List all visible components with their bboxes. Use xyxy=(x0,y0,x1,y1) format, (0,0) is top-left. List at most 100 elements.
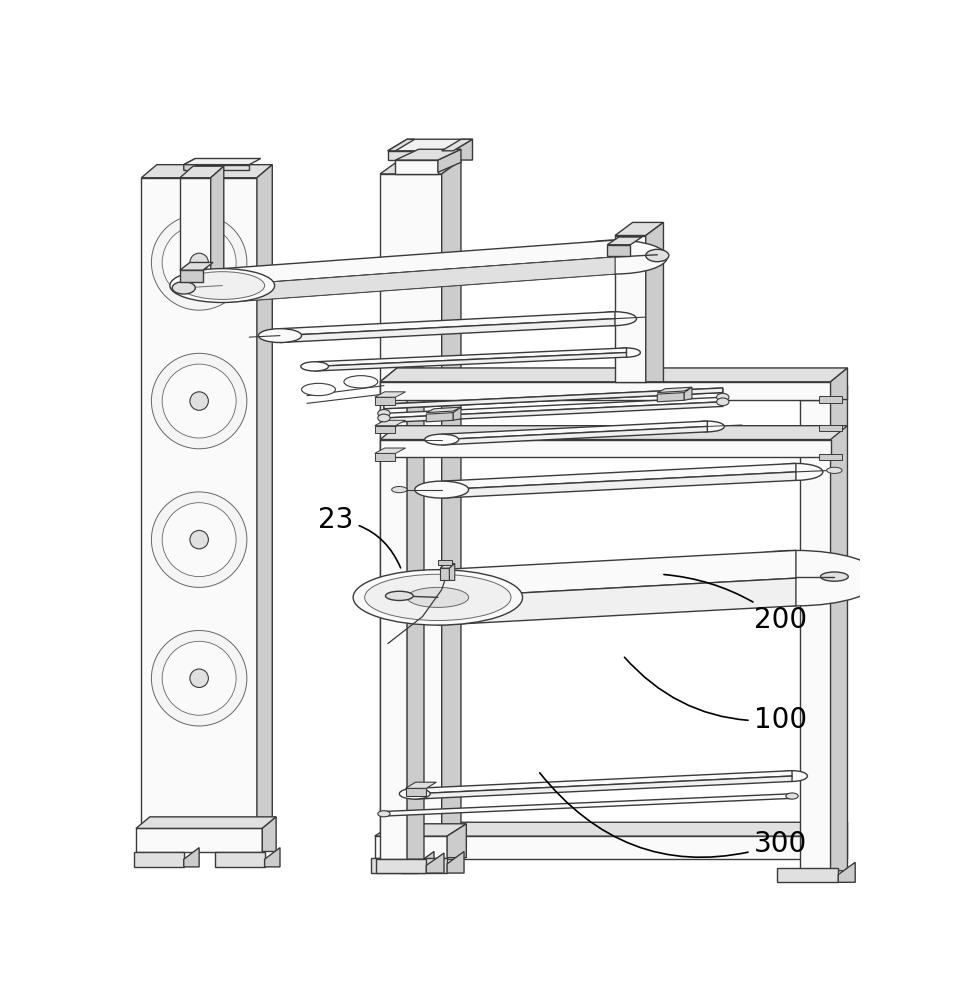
Polygon shape xyxy=(417,852,434,873)
Ellipse shape xyxy=(827,467,842,473)
Polygon shape xyxy=(257,165,272,828)
Polygon shape xyxy=(380,174,442,836)
Polygon shape xyxy=(442,472,796,498)
Polygon shape xyxy=(388,139,472,151)
Ellipse shape xyxy=(821,572,848,581)
Polygon shape xyxy=(831,822,848,859)
Polygon shape xyxy=(442,160,461,836)
Polygon shape xyxy=(831,386,848,871)
Ellipse shape xyxy=(162,503,236,577)
Polygon shape xyxy=(314,348,627,366)
Ellipse shape xyxy=(377,811,390,817)
Ellipse shape xyxy=(302,383,335,396)
Polygon shape xyxy=(442,139,472,151)
Ellipse shape xyxy=(769,463,823,480)
Polygon shape xyxy=(375,453,396,461)
Polygon shape xyxy=(442,463,796,490)
Polygon shape xyxy=(453,407,461,420)
Text: 300: 300 xyxy=(539,773,807,857)
Ellipse shape xyxy=(180,272,264,299)
Ellipse shape xyxy=(593,312,636,326)
Polygon shape xyxy=(396,149,461,160)
Polygon shape xyxy=(180,166,224,178)
Polygon shape xyxy=(440,564,455,568)
Ellipse shape xyxy=(365,574,511,620)
Ellipse shape xyxy=(151,353,247,449)
Polygon shape xyxy=(222,257,615,302)
Polygon shape xyxy=(407,368,424,859)
Polygon shape xyxy=(180,178,211,270)
Polygon shape xyxy=(442,426,707,445)
Ellipse shape xyxy=(151,631,247,726)
Polygon shape xyxy=(657,387,692,393)
Ellipse shape xyxy=(407,587,468,607)
Polygon shape xyxy=(447,852,464,873)
Ellipse shape xyxy=(562,240,668,274)
Polygon shape xyxy=(380,836,831,859)
Polygon shape xyxy=(380,368,848,382)
Polygon shape xyxy=(838,862,855,882)
Polygon shape xyxy=(684,387,692,400)
Polygon shape xyxy=(375,448,405,453)
Polygon shape xyxy=(607,237,642,245)
Polygon shape xyxy=(262,817,276,852)
Polygon shape xyxy=(371,858,417,873)
Ellipse shape xyxy=(354,570,522,625)
Polygon shape xyxy=(180,270,203,282)
Polygon shape xyxy=(405,782,436,788)
Ellipse shape xyxy=(170,269,275,302)
Polygon shape xyxy=(375,392,405,397)
Polygon shape xyxy=(442,421,707,440)
Ellipse shape xyxy=(190,392,209,410)
Polygon shape xyxy=(375,397,396,405)
Ellipse shape xyxy=(717,393,729,401)
Polygon shape xyxy=(449,564,455,580)
Polygon shape xyxy=(380,368,424,382)
Polygon shape xyxy=(222,257,615,302)
Ellipse shape xyxy=(415,481,468,498)
Polygon shape xyxy=(777,868,838,882)
Polygon shape xyxy=(380,160,461,174)
Polygon shape xyxy=(384,388,722,409)
Polygon shape xyxy=(819,396,842,403)
Polygon shape xyxy=(280,319,615,343)
Polygon shape xyxy=(180,262,213,270)
Polygon shape xyxy=(384,402,722,423)
Polygon shape xyxy=(438,149,461,172)
Ellipse shape xyxy=(717,398,729,406)
Polygon shape xyxy=(184,158,261,165)
Polygon shape xyxy=(396,160,438,174)
Polygon shape xyxy=(405,788,426,796)
Ellipse shape xyxy=(385,591,413,600)
Ellipse shape xyxy=(190,253,209,272)
Polygon shape xyxy=(375,426,396,433)
Polygon shape xyxy=(438,550,796,597)
Ellipse shape xyxy=(711,550,880,606)
Polygon shape xyxy=(657,393,684,402)
Polygon shape xyxy=(819,425,842,431)
Polygon shape xyxy=(136,828,262,852)
Ellipse shape xyxy=(162,641,236,715)
Polygon shape xyxy=(280,312,615,336)
Polygon shape xyxy=(380,440,831,457)
Polygon shape xyxy=(438,578,796,625)
Ellipse shape xyxy=(344,376,377,388)
Polygon shape xyxy=(314,353,627,371)
Polygon shape xyxy=(426,407,461,413)
Polygon shape xyxy=(184,165,249,170)
Ellipse shape xyxy=(392,487,407,493)
Polygon shape xyxy=(426,413,453,422)
Polygon shape xyxy=(376,859,426,873)
Ellipse shape xyxy=(259,329,302,343)
Polygon shape xyxy=(384,388,722,409)
Polygon shape xyxy=(615,222,664,235)
Polygon shape xyxy=(264,848,280,867)
Ellipse shape xyxy=(190,669,209,687)
Polygon shape xyxy=(380,382,407,859)
Polygon shape xyxy=(215,852,264,867)
Ellipse shape xyxy=(786,793,798,799)
Polygon shape xyxy=(380,426,848,440)
Polygon shape xyxy=(380,382,831,400)
Ellipse shape xyxy=(691,421,724,432)
Ellipse shape xyxy=(777,771,808,781)
